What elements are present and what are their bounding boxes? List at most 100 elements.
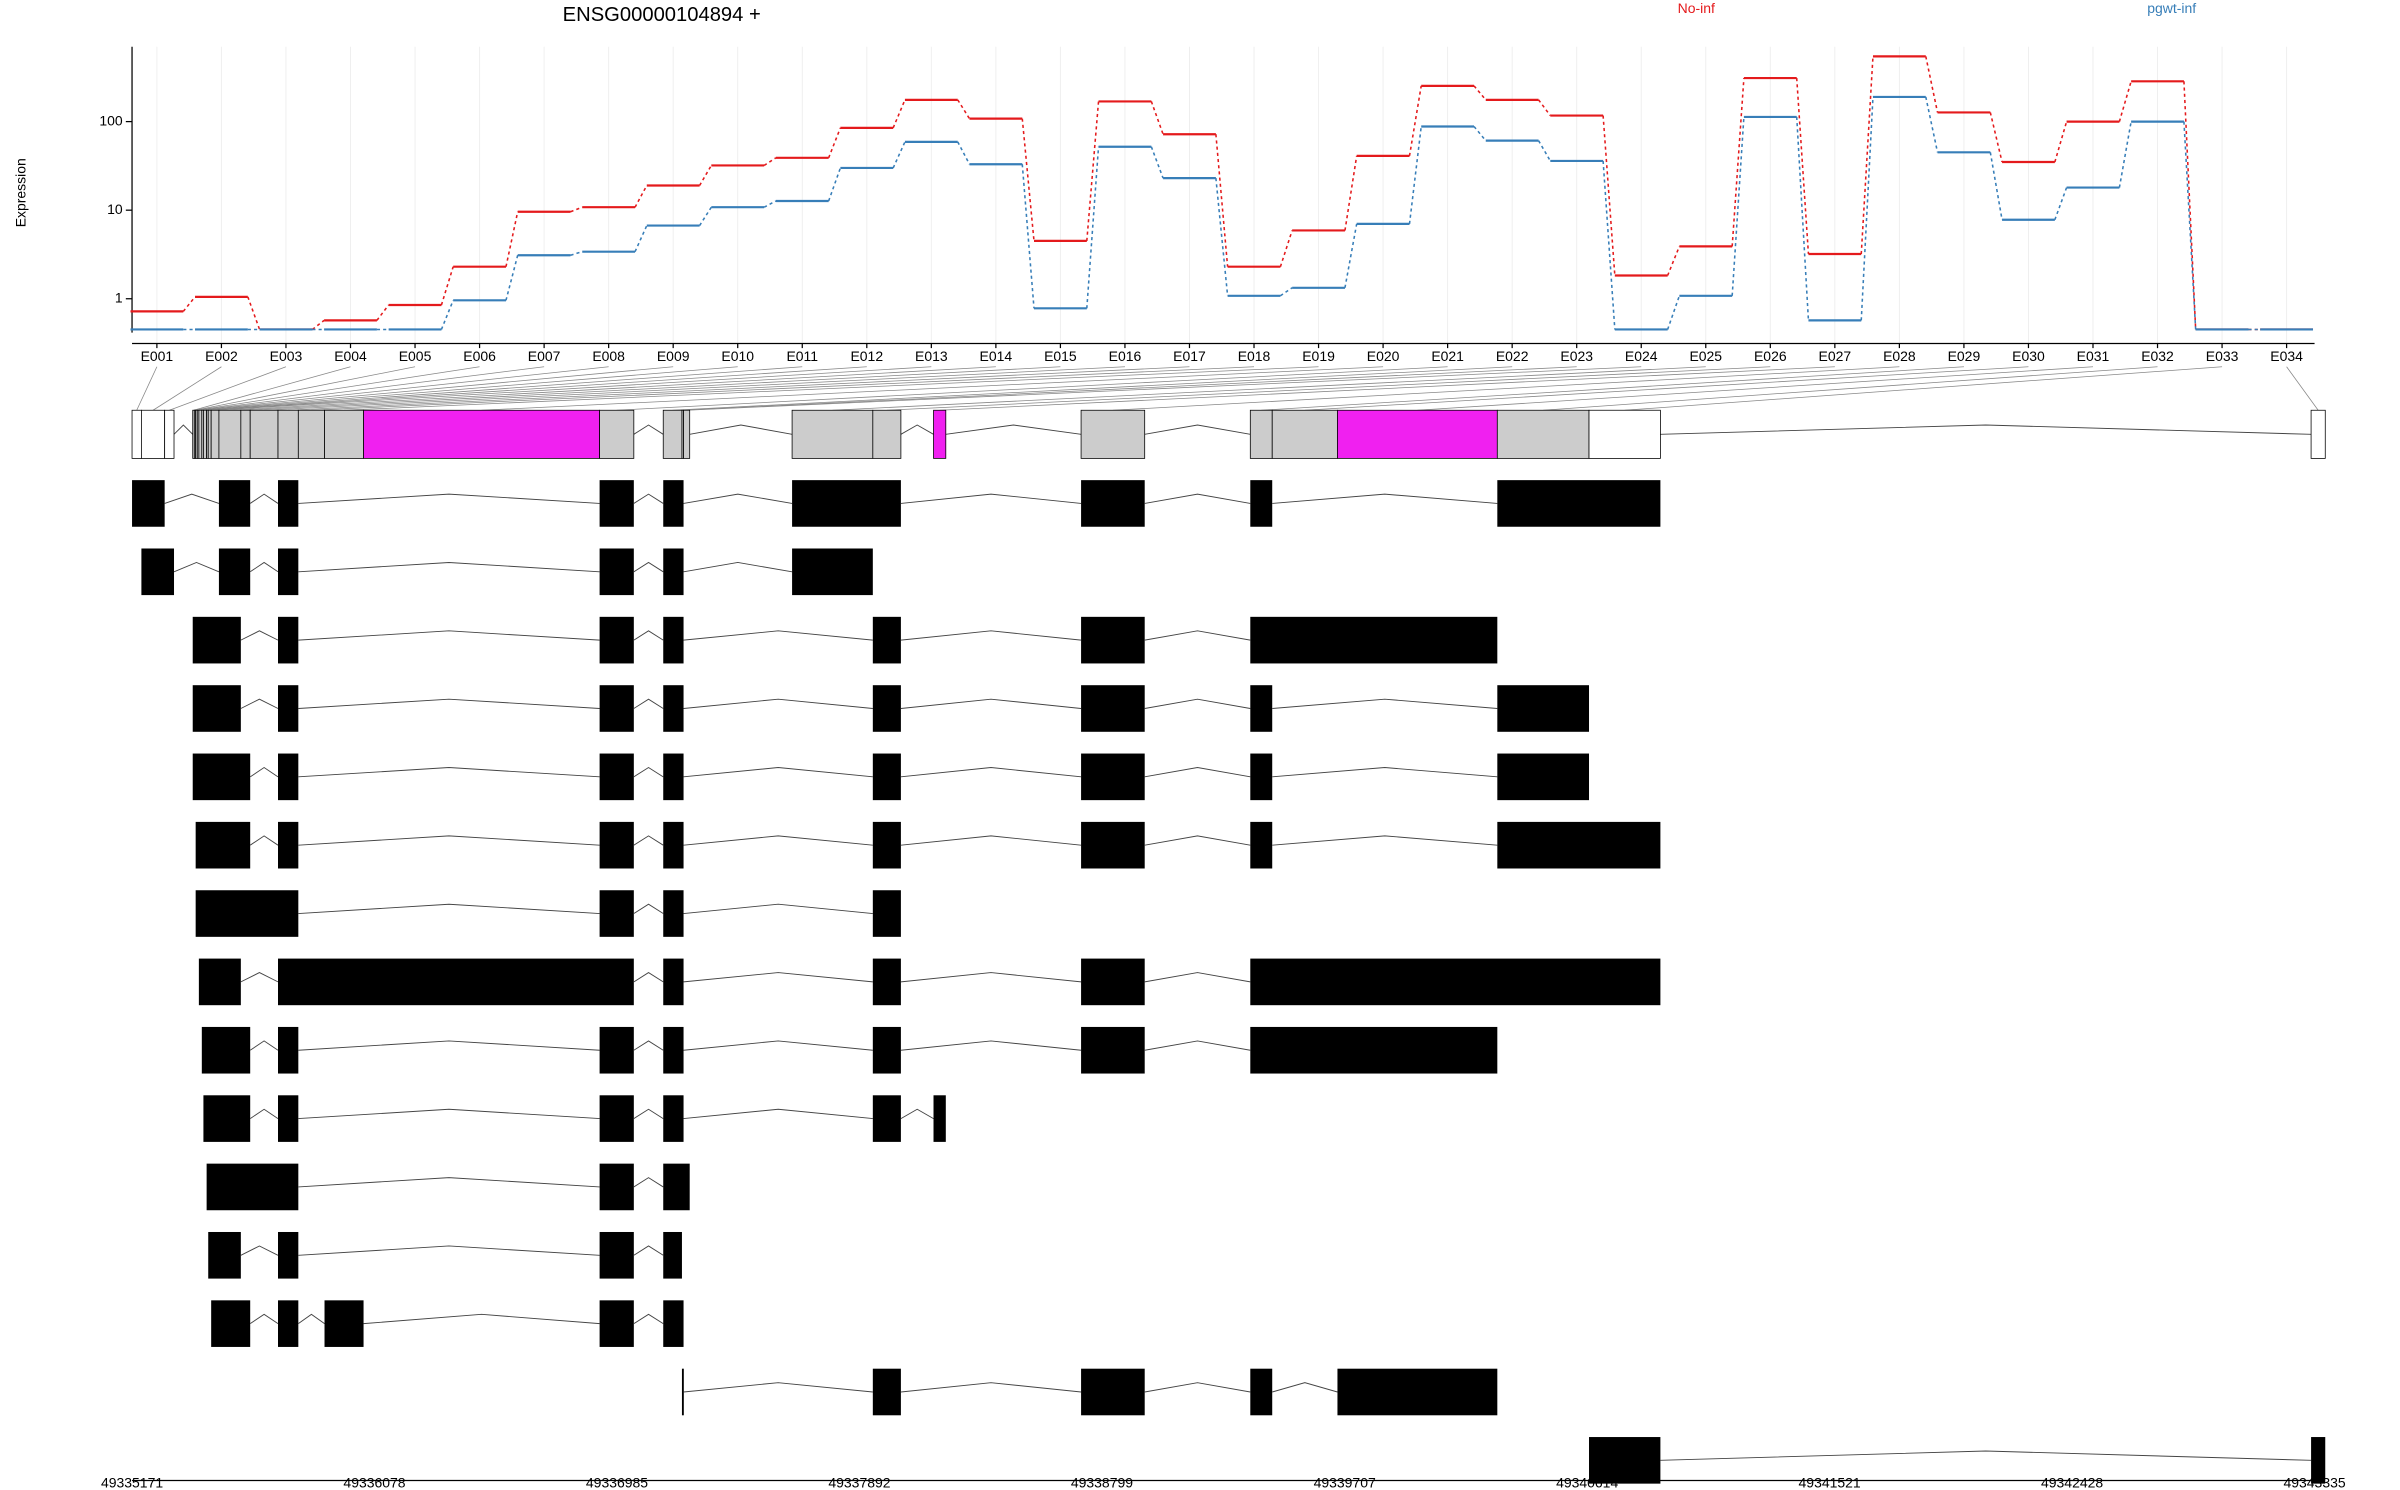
x-tick-label: E003 <box>270 348 303 364</box>
intron <box>1144 698 1251 709</box>
exon-bin <box>240 409 251 459</box>
transcript-exon <box>1589 1437 1661 1484</box>
transcript-exon <box>278 958 634 1006</box>
transcript-exon <box>208 1231 241 1279</box>
intron <box>633 1040 664 1051</box>
series-connector <box>698 165 712 186</box>
exon-bin <box>210 409 220 459</box>
intron <box>633 698 664 709</box>
series-connector <box>505 211 519 267</box>
transcript-exon <box>663 753 684 801</box>
intron <box>298 1245 600 1256</box>
bin-link <box>169 366 287 411</box>
transcript-exon <box>872 1368 901 1416</box>
transcript-exon <box>872 1095 901 1142</box>
bin-link <box>311 366 1255 411</box>
bin-link <box>196 366 480 411</box>
exon-bin <box>1337 409 1498 459</box>
x-tick-label: E008 <box>592 348 625 364</box>
transcript-exon <box>599 1300 634 1347</box>
transcript-exon <box>663 821 684 869</box>
series-connector <box>376 304 390 321</box>
transcript-exon <box>1250 1368 1273 1416</box>
intron <box>1144 835 1251 846</box>
intron <box>633 1245 664 1256</box>
exon-bin <box>1080 409 1146 459</box>
intron <box>683 1382 873 1393</box>
transcript-exon <box>324 1300 364 1347</box>
series-connector <box>570 250 583 256</box>
transcript-exon <box>1081 958 1145 1006</box>
exon-bin <box>683 409 691 459</box>
intron <box>1272 493 1498 504</box>
transcript-exon <box>872 685 901 732</box>
x-tick-label: E016 <box>1109 348 1142 364</box>
bin-link <box>215 366 932 411</box>
exon-bin <box>791 409 874 459</box>
gene-intron <box>945 424 1082 435</box>
series-connector <box>634 185 648 208</box>
transcript-exon <box>599 685 634 732</box>
transcript-exon <box>132 480 165 527</box>
transcript-exon <box>1250 1026 1498 1074</box>
series-connector <box>1344 155 1358 231</box>
transcript-exon <box>1250 753 1273 801</box>
intron <box>298 1313 325 1325</box>
intron <box>633 1313 664 1325</box>
genomic-tick-label: 49337892 <box>828 1474 890 1490</box>
series-connector <box>1537 140 1551 162</box>
transcript-exon <box>663 480 684 527</box>
series-connector <box>1989 152 2003 220</box>
transcript-exon <box>1081 821 1145 869</box>
y-tick-label: 100 <box>99 112 123 128</box>
series-connector <box>1731 116 1745 296</box>
exon-bin <box>164 409 175 459</box>
exon-bin <box>297 409 325 459</box>
series-connector <box>1150 146 1164 179</box>
intron <box>633 1108 664 1119</box>
series-connector <box>1344 223 1358 288</box>
series-connector <box>1666 295 1681 330</box>
bin-link <box>1112 366 1900 411</box>
exon-bin <box>363 409 600 459</box>
x-tick-label: E002 <box>205 348 238 364</box>
series-connector <box>1021 118 1035 241</box>
transcript-exon <box>1250 685 1273 732</box>
genomic-tick-label: 49342428 <box>2041 1474 2103 1490</box>
exon-bin <box>131 409 142 459</box>
intron <box>298 562 600 573</box>
intron <box>633 1177 664 1188</box>
bin-link <box>2286 366 2319 411</box>
series-connector <box>247 296 261 330</box>
series-connector <box>634 225 648 252</box>
series-connector <box>1215 134 1229 267</box>
x-tick-label: E027 <box>1819 348 1852 364</box>
transcript-exon <box>663 1231 682 1279</box>
intron <box>633 903 664 914</box>
y-axis-label: Expression <box>12 158 28 227</box>
transcript-exon <box>201 1026 251 1074</box>
series-connector <box>892 99 906 129</box>
transcript-exon <box>599 1231 634 1279</box>
intron <box>298 1108 600 1120</box>
series-connector <box>505 255 519 301</box>
transcript-exon <box>872 1026 901 1074</box>
exon-bin <box>218 409 242 459</box>
series-connector <box>440 300 454 330</box>
x-tick-label: E028 <box>1883 348 1916 364</box>
intron <box>900 767 1082 778</box>
gene-intron <box>1660 424 2312 435</box>
bin-link <box>288 366 1190 411</box>
intron <box>298 767 600 778</box>
bin-link <box>209 366 867 411</box>
series-connector <box>311 319 325 331</box>
intron <box>240 698 279 709</box>
intron <box>900 698 1082 709</box>
gene-intron <box>633 424 664 435</box>
exon-bin <box>203 409 208 459</box>
transcript-exon <box>872 958 901 1006</box>
series-connector <box>182 296 196 312</box>
transcript-exon <box>663 1026 684 1074</box>
bin-link <box>193 366 351 411</box>
intron <box>683 1108 873 1120</box>
